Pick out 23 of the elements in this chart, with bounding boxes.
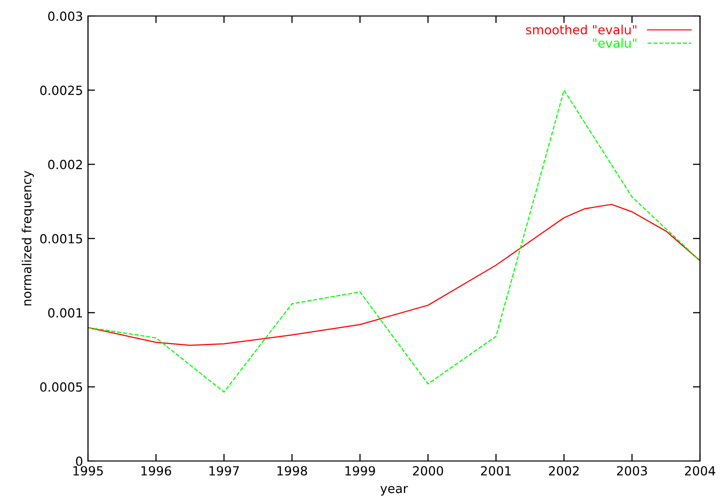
x-tick-label: 1997 (209, 466, 239, 476)
legend-label: smoothed "evalu" (526, 24, 636, 34)
y-tick-label: 0 (76, 456, 82, 466)
y-tick-label: 0.0015 (40, 234, 82, 244)
x-tick-label: 2000 (413, 466, 444, 476)
x-tick-label: 1998 (277, 466, 308, 476)
legend-label: "evalu" (593, 38, 636, 48)
x-axis-title: year (380, 486, 408, 496)
x-tick-label: 2001 (481, 466, 511, 476)
x-tick-label: 2002 (549, 466, 579, 476)
x-tick-label: 1995 (73, 466, 103, 476)
x-tick-label: 1996 (141, 466, 172, 476)
x-tick-label: 2004 (685, 466, 716, 476)
line-series (88, 204, 700, 346)
y-tick-label: 0.0005 (40, 382, 82, 392)
y-tick-label: 0.002 (48, 160, 82, 170)
y-tick-label: 0.003 (48, 11, 82, 21)
line-series (88, 90, 700, 393)
y-axis-title: normalized frequency (22, 170, 34, 306)
y-tick-label: 0.001 (48, 308, 82, 318)
y-tick-label: 0.0025 (40, 86, 82, 96)
x-tick-label: 2003 (617, 466, 647, 476)
x-tick-label: 1999 (345, 466, 376, 476)
